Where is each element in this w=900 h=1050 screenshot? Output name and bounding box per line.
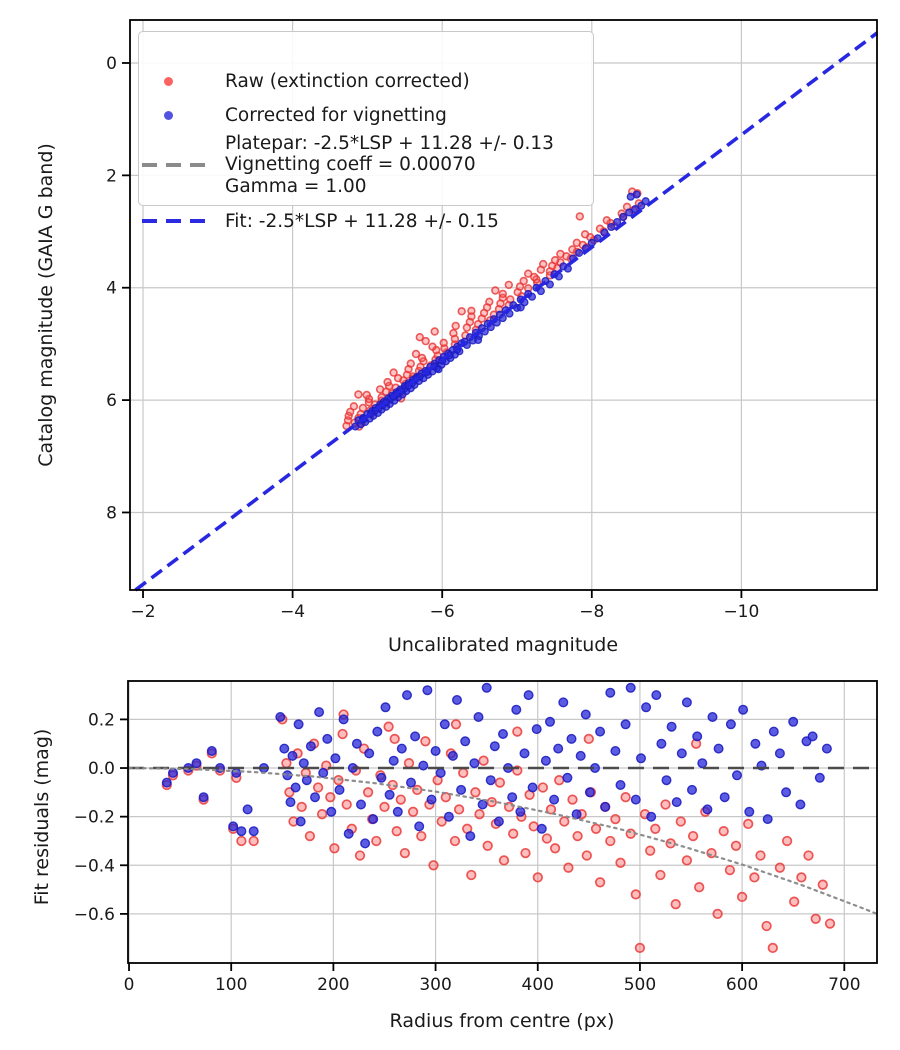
svg-text:300: 300 bbox=[419, 975, 451, 995]
svg-text:4: 4 bbox=[106, 279, 117, 299]
svg-text:0: 0 bbox=[124, 975, 135, 995]
top-chart-y-tick-labels: 0 2 4 6 8 bbox=[106, 54, 130, 523]
bottom-chart-spines bbox=[127, 680, 878, 964]
svg-text:−4: −4 bbox=[280, 602, 305, 622]
svg-text:−0.2: −0.2 bbox=[74, 808, 115, 828]
bottom-chart-y-tick-labels: 0.2 0.0 −0.2 −0.4 −0.6 bbox=[74, 710, 128, 925]
svg-text:−0.6: −0.6 bbox=[74, 905, 115, 925]
bottom-chart-ylabel: Fit residuals (mag) bbox=[31, 729, 53, 906]
bottom-chart: 0 100 200 300 400 500 600 700 0.2 0.0 −0.2 −0.4 −0.6… bbox=[31, 680, 879, 1032]
platepar-legend-line-icon bbox=[142, 163, 208, 167]
svg-text:−2: −2 bbox=[130, 602, 155, 622]
svg-text:8: 8 bbox=[106, 503, 117, 523]
legend-platepar-line2: Vignetting coeff = 0.00070 bbox=[225, 154, 476, 176]
svg-text:0.0: 0.0 bbox=[88, 759, 115, 779]
legend-raw-label: Raw (extinction corrected) bbox=[225, 70, 470, 92]
legend: Raw (extinction corrected) Corrected for… bbox=[138, 31, 594, 232]
svg-text:500: 500 bbox=[624, 975, 656, 995]
fit-legend-line-icon bbox=[142, 218, 208, 224]
svg-text:100: 100 bbox=[215, 975, 247, 995]
svg-text:600: 600 bbox=[726, 975, 758, 995]
legend-fit-label: Fit: -2.5*LSP + 11.28 +/- 0.15 bbox=[225, 210, 499, 232]
svg-text:−8: −8 bbox=[579, 602, 604, 622]
svg-text:700: 700 bbox=[828, 975, 860, 995]
svg-text:6: 6 bbox=[106, 391, 117, 411]
vignetting-curve bbox=[127, 766, 879, 916]
top-chart-x-tick-labels: −2 −4 −6 −8 −10 bbox=[130, 590, 759, 622]
fit-line bbox=[134, 31, 879, 592]
svg-text:0: 0 bbox=[106, 54, 117, 74]
raw-residuals bbox=[161, 709, 836, 954]
top-chart-ylabel: Catalog magnitude (GAIA G band) bbox=[35, 143, 57, 467]
raw-legend-marker-icon bbox=[164, 76, 173, 86]
legend-corrected-label: Corrected for vignetting bbox=[225, 104, 447, 126]
svg-text:2: 2 bbox=[106, 166, 117, 186]
svg-text:400: 400 bbox=[522, 975, 554, 995]
svg-text:0.2: 0.2 bbox=[88, 710, 115, 730]
svg-text:−0.4: −0.4 bbox=[74, 856, 115, 876]
top-chart-spines bbox=[129, 19, 878, 591]
legend-platepar-label: Platepar: -2.5*LSP + 11.28 +/- 0.13 Vign… bbox=[225, 133, 554, 198]
bottom-chart-x-tick-labels: 0 100 200 300 400 500 600 700 bbox=[124, 963, 861, 995]
svg-text:−10: −10 bbox=[723, 602, 759, 622]
legend-platepar-line1: Platepar: -2.5*LSP + 11.28 +/- 0.13 bbox=[225, 132, 554, 154]
legend-platepar-line3: Gamma = 1.00 bbox=[225, 175, 367, 197]
corrected-residuals bbox=[161, 682, 832, 849]
bottom-chart-grid bbox=[128, 681, 877, 963]
svg-text:200: 200 bbox=[317, 975, 349, 995]
svg-text:−6: −6 bbox=[430, 602, 455, 622]
bottom-chart-xlabel: Radius from centre (px) bbox=[390, 1010, 615, 1032]
top-chart-xlabel: Uncalibrated magnitude bbox=[388, 634, 618, 656]
corrected-legend-marker-icon bbox=[164, 110, 173, 120]
